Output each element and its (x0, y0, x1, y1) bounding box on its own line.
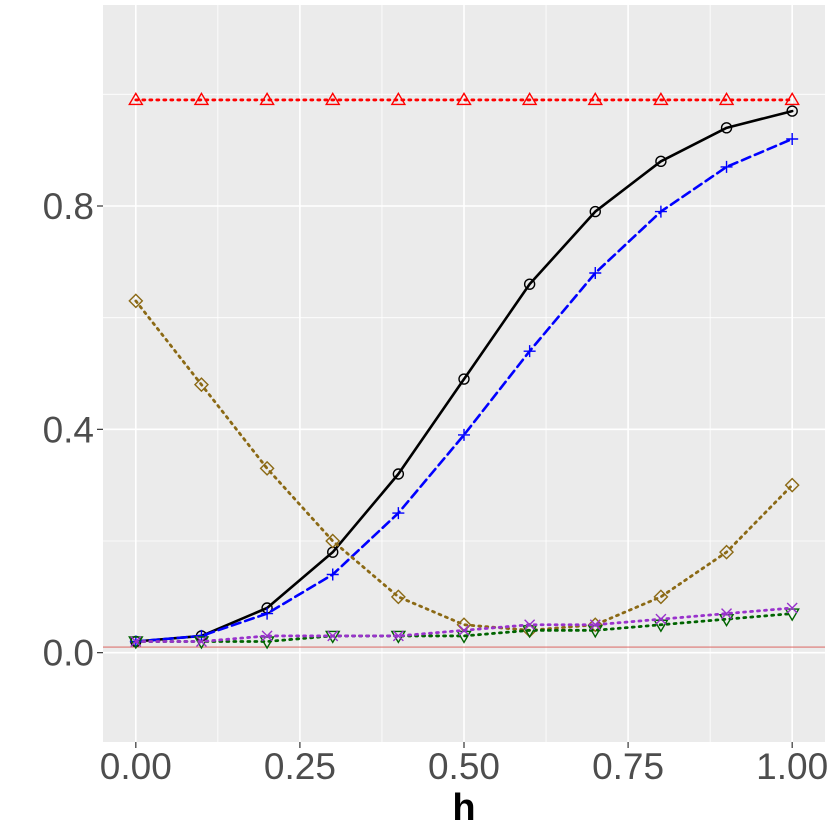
plus-marker (589, 267, 602, 279)
triangle-down-marker (325, 630, 341, 644)
triangle-down-marker (128, 636, 144, 650)
diamond-marker (653, 589, 669, 605)
plus-marker (786, 133, 799, 145)
series-line (134, 299, 794, 632)
diamond-marker (390, 589, 406, 605)
triangle-down-marker (259, 636, 275, 650)
triangle-down-marker (587, 625, 603, 639)
x-tick-label: 0.25 (264, 746, 336, 787)
series-5 (128, 608, 800, 650)
circle-marker (786, 105, 798, 117)
cross-marker (655, 613, 667, 625)
y-tick-labels: 0.0 0.4 0.8 (43, 186, 94, 674)
circle-marker (523, 278, 536, 290)
x-tick-label: 0.00 (100, 746, 172, 787)
circle-marker (720, 122, 733, 134)
circle-marker (589, 205, 601, 218)
circle-marker (458, 373, 470, 385)
series-4 (128, 293, 800, 638)
cross-marker (327, 630, 339, 642)
diamond-marker (259, 460, 275, 476)
plus-marker (720, 160, 733, 173)
diamond-marker (325, 533, 341, 549)
triangle-up-marker (521, 92, 538, 106)
x-tick-label: 0.50 (428, 746, 500, 787)
triangle-up-marker (784, 92, 800, 106)
cross-marker (786, 602, 798, 614)
series-line (134, 109, 794, 643)
plus-marker (326, 568, 339, 581)
cross-marker (261, 630, 273, 642)
triangle-up-marker (456, 92, 472, 106)
axis-ticks (97, 205, 793, 748)
y-tick-label: 0.0 (43, 633, 94, 674)
triangle-down-marker (718, 613, 735, 628)
triangle-up-marker (653, 92, 669, 106)
plus-marker (523, 345, 536, 358)
diamond-marker (719, 544, 735, 560)
plus-marker (458, 428, 470, 441)
diamond-marker (193, 377, 209, 393)
series-1 (128, 92, 800, 106)
diamond-marker (128, 293, 144, 309)
triangle-up-marker (587, 92, 603, 106)
cross-marker (130, 636, 142, 647)
series-6 (130, 602, 798, 647)
x-tick-labels: 0.00 0.25 0.50 0.75 1.00 (100, 746, 828, 787)
diamond-marker (587, 617, 603, 633)
cross-marker (589, 619, 601, 631)
x-tick-label: 0.75 (592, 746, 664, 787)
y-tick-label: 0.8 (43, 186, 94, 227)
cross-marker (392, 630, 404, 642)
series-3 (129, 133, 799, 648)
diamond-marker (784, 477, 800, 493)
circle-marker (655, 155, 667, 168)
circle-marker (392, 468, 405, 480)
x-axis-title: h (452, 787, 475, 829)
cross-marker (458, 624, 470, 636)
series-layer (128, 92, 800, 650)
cross-marker (721, 608, 733, 620)
series-line (134, 137, 794, 643)
y-tick-label: 0.4 (43, 409, 94, 450)
triangle-up-marker (390, 92, 407, 106)
triangle-up-marker (193, 92, 210, 106)
series-line (134, 612, 794, 643)
triangle-up-marker (325, 92, 341, 106)
plus-marker (195, 629, 208, 642)
triangle-up-marker (128, 92, 144, 106)
cross-marker (195, 636, 207, 647)
triangle-up-marker (718, 92, 735, 106)
plus-marker (654, 205, 667, 218)
cross-marker (524, 619, 536, 631)
x-tick-label: 1.00 (756, 746, 828, 787)
plus-marker (392, 507, 405, 520)
plus-marker (261, 607, 274, 620)
triangle-up-marker (259, 92, 275, 106)
triangle-down-marker (784, 608, 800, 622)
